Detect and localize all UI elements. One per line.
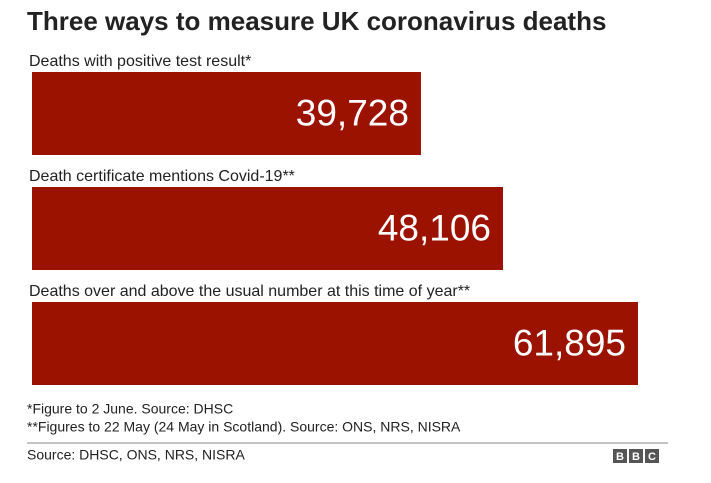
bar bbox=[32, 72, 421, 155]
value-label: 61,895 bbox=[513, 322, 626, 363]
logo-letter: B bbox=[616, 451, 624, 463]
logo-letter: C bbox=[648, 451, 656, 463]
chart-title: Three ways to measure UK coronavirus dea… bbox=[27, 6, 606, 36]
value-label: 48,106 bbox=[378, 207, 491, 248]
logo-box bbox=[613, 449, 627, 463]
bar bbox=[32, 302, 638, 385]
source: Source: DHSC, ONS, NRS, NISRA bbox=[27, 447, 245, 463]
logo-box bbox=[645, 449, 659, 463]
bar bbox=[32, 187, 503, 270]
logo-box bbox=[629, 449, 643, 463]
category-label: Deaths over and above the usual number a… bbox=[29, 283, 470, 300]
category-label: Deaths with positive test result* bbox=[29, 53, 251, 70]
footnote: **Figures to 22 May (24 May in Scotland)… bbox=[27, 419, 461, 435]
logo-letter: B bbox=[632, 451, 640, 463]
category-label: Death certificate mentions Covid-19** bbox=[29, 168, 295, 185]
footnote: *Figure to 2 June. Source: DHSC bbox=[27, 401, 233, 417]
value-label: 39,728 bbox=[296, 92, 409, 133]
